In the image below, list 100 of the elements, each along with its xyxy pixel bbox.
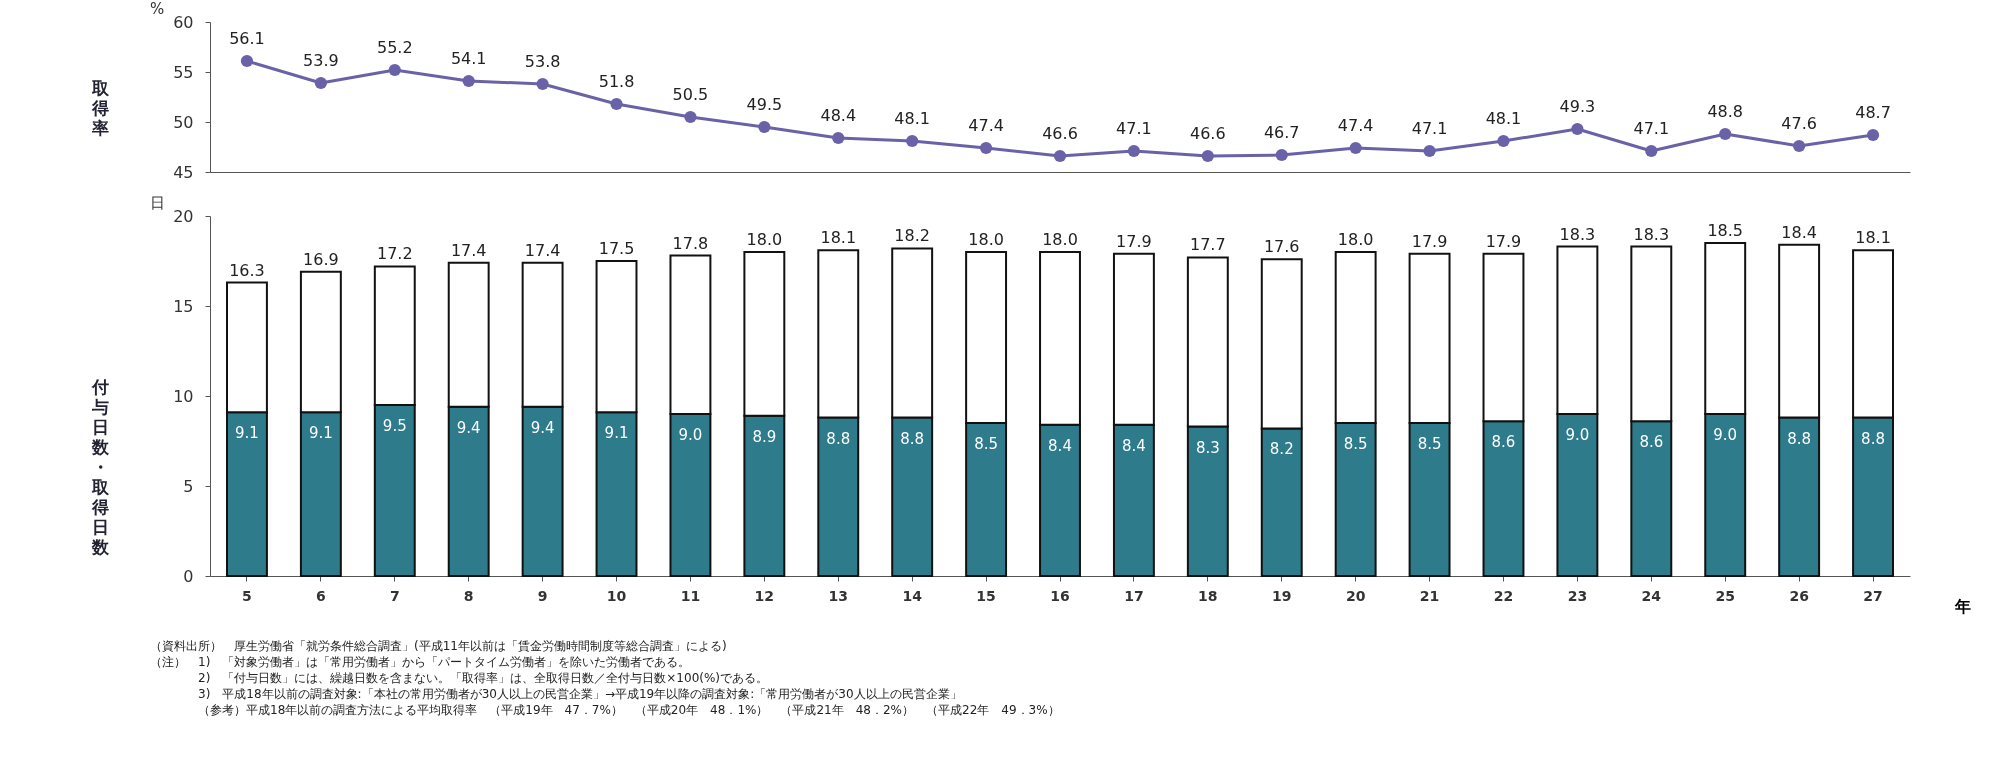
x-tick-label: 10 — [606, 587, 627, 604]
total-label: 17.4 — [524, 240, 561, 260]
total-label: 17.9 — [1116, 231, 1152, 251]
y-tick-label: 20 — [173, 206, 194, 226]
total-label: 17.2 — [376, 244, 413, 264]
total-label: 18.3 — [1633, 224, 1670, 244]
point — [388, 63, 401, 77]
data-label: 54.1 — [450, 49, 487, 68]
text: % — [150, 0, 165, 18]
point — [1497, 134, 1510, 148]
data-label: 53.9 — [303, 51, 339, 70]
data-label: 48.1 — [1485, 109, 1522, 128]
y-tick-label: 45 — [173, 162, 194, 182]
data-label: 8.4 — [1048, 436, 1072, 455]
data-label: 46.7 — [1263, 123, 1300, 142]
y-tick-label: 10 — [173, 386, 194, 406]
data-label: 9.1 — [604, 424, 629, 443]
x-tick-label: 5 — [242, 587, 252, 604]
point — [610, 97, 623, 111]
data-label: 55.2 — [376, 38, 413, 57]
data-label: 8.5 — [1417, 435, 1442, 453]
point — [314, 76, 327, 90]
total-label: 17.8 — [672, 233, 709, 253]
data-label: 8.8 — [900, 429, 925, 448]
total-label: 17.6 — [1263, 237, 1300, 257]
data-label: 9.0 — [1713, 426, 1738, 444]
point — [1645, 144, 1658, 158]
point — [979, 141, 993, 155]
x-tick-label: 15 — [976, 587, 996, 604]
data-label: 48.7 — [1855, 103, 1891, 122]
data-label: 48.1 — [894, 109, 930, 128]
data-label: 47.1 — [1116, 119, 1152, 138]
data-label: 48.4 — [820, 106, 857, 125]
point — [1127, 144, 1141, 158]
x-axis-title: 年 — [1953, 596, 1971, 616]
point — [1793, 139, 1806, 153]
x-tick-label: 6 — [315, 587, 326, 604]
point — [1423, 144, 1436, 158]
text: 3) 平成18年以前の調査対象:「本社の常用労働者が30人以上の民営企業」→平成19年以降の調査対象:「常用労働者が30人以上の民営企業」 — [197, 686, 963, 702]
data-label: 9.0 — [1565, 426, 1590, 444]
point — [684, 110, 697, 124]
text: 日 — [150, 194, 165, 213]
x-tick-label: 23 — [1567, 587, 1588, 604]
data-label: 8.6 — [1491, 433, 1516, 452]
data-label: 8.8 — [1861, 429, 1885, 448]
text: 付与日数・取得日数 — [92, 376, 109, 557]
point — [1571, 122, 1584, 136]
total-label: 18.1 — [1855, 228, 1891, 248]
x-tick-label: 12 — [754, 587, 775, 604]
total-label: 17.5 — [598, 239, 635, 258]
data-label: 56.1 — [229, 29, 265, 48]
x-tick-label: 11 — [680, 587, 701, 604]
y-tick-label: 5 — [183, 476, 194, 496]
data-label: 47.4 — [968, 116, 1004, 135]
y-tick-label: 50 — [173, 112, 194, 132]
data-label: 50.5 — [672, 85, 709, 104]
data-label: 8.8 — [1787, 429, 1812, 448]
total-label: 18.0 — [1042, 230, 1078, 249]
x-tick-label: 9 — [537, 587, 548, 604]
point — [1866, 128, 1880, 142]
data-label: 46.6 — [1042, 124, 1078, 143]
text: 2) 「付与日数」には、繰越日数を含まない。「取得率」は、全取得日数／全付与日数×100(%)である。 — [197, 670, 770, 686]
total-label: 18.1 — [820, 228, 857, 248]
data-label: 8.3 — [1195, 438, 1220, 457]
data-label: 8.5 — [1343, 435, 1368, 453]
data-label: 8.9 — [752, 427, 777, 446]
point — [1275, 148, 1288, 162]
data-label: 9.1 — [308, 424, 333, 443]
data-label: 48.8 — [1707, 102, 1744, 121]
data-label: 47.4 — [1337, 116, 1374, 135]
point — [758, 120, 771, 134]
text: （注） 1) 「対象労働者」は「常用労働者」から「パートタイム労働者」を除いた労働者である。 — [150, 654, 692, 670]
x-tick-label: 18 — [1198, 587, 1218, 604]
total-label: 17.4 — [450, 240, 487, 260]
x-tick-label: 17 — [1124, 587, 1144, 604]
data-label: 9.0 — [678, 426, 703, 444]
point — [1053, 149, 1067, 163]
point — [1349, 141, 1362, 155]
data-label: 46.6 — [1190, 124, 1226, 143]
total-label: 18.4 — [1781, 222, 1817, 242]
point — [240, 54, 254, 68]
x-tick-label: 7 — [389, 587, 400, 604]
total-label: 16.3 — [229, 260, 265, 280]
data-label: 47.1 — [1633, 119, 1670, 138]
data-label: 9.4 — [456, 418, 481, 437]
x-tick-label: 16 — [1050, 587, 1070, 604]
total-label: 18.2 — [894, 226, 930, 246]
data-label: 8.4 — [1121, 436, 1146, 455]
point — [462, 74, 475, 88]
total-label: 17.9 — [1485, 231, 1522, 251]
total-label: 18.0 — [1337, 230, 1374, 249]
data-label: 47.1 — [1411, 119, 1448, 138]
point — [1201, 149, 1214, 163]
x-tick-label: 19 — [1272, 587, 1292, 604]
data-label: 49.3 — [1559, 97, 1596, 116]
data-label: 8.6 — [1639, 433, 1664, 452]
data-label: 8.5 — [974, 435, 999, 453]
data-label: 47.6 — [1781, 114, 1817, 133]
point — [906, 134, 919, 148]
total-label: 17.7 — [1190, 235, 1226, 255]
